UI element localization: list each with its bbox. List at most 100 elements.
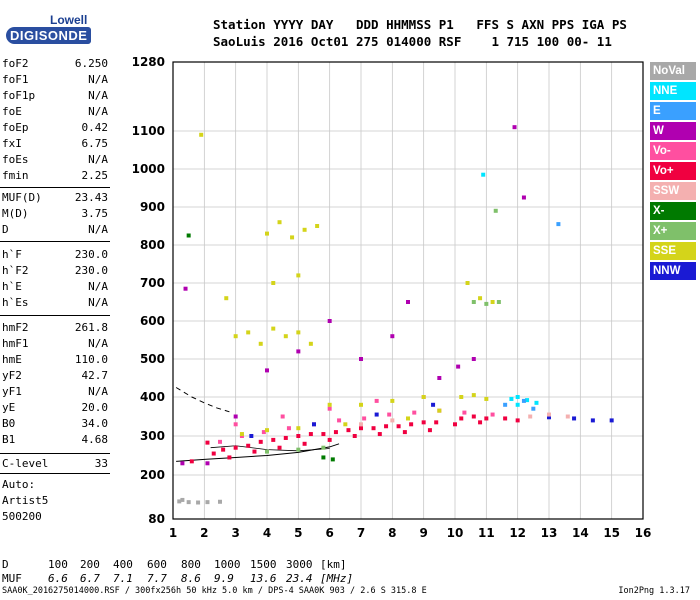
param-row: hmF2 261.8 [2, 321, 108, 337]
echo-point [421, 395, 426, 399]
footer-file-info: SAA0K_2016275014000.RSF / 300fx256h 50 k… [2, 586, 427, 596]
echo-point [327, 319, 332, 323]
autoscaling-text: 500200 [2, 510, 42, 523]
echo-point [396, 424, 401, 429]
y-tick-label: 1280 [132, 55, 165, 69]
param-name: foF1p [2, 89, 36, 102]
echo-point [437, 408, 442, 413]
echo-point [609, 418, 614, 423]
param-value: 0.42 [81, 121, 109, 134]
echo-point [409, 422, 414, 427]
echo-point [296, 447, 301, 452]
divider [0, 473, 110, 474]
param-row: hmE 110.0 [2, 353, 108, 369]
echo-point [224, 296, 229, 301]
echo-point [239, 432, 244, 437]
param-name: foF2 [2, 57, 29, 70]
echo-point [509, 396, 514, 401]
param-name: h`Es [2, 296, 29, 309]
echo-point [296, 273, 301, 278]
param-row: h`E N/A [2, 280, 108, 296]
muf-value: 13.6 [250, 572, 277, 585]
param-name: hmE [2, 353, 22, 366]
echo-point [205, 440, 210, 445]
echo-point [387, 412, 392, 417]
param-name: B1 [2, 433, 16, 446]
param-name: foF1 [2, 73, 29, 86]
echo-point [515, 402, 520, 407]
echo-point [352, 434, 357, 438]
param-row: yF2 42.7 [2, 369, 108, 385]
echo-point [456, 364, 461, 369]
echo-point [246, 330, 251, 335]
distance-row-label: D [2, 558, 9, 571]
param-row: hmF1 N/A [2, 337, 108, 353]
param-value: N/A [88, 296, 108, 309]
y-tick-label: 1100 [132, 124, 165, 138]
echo-point [503, 402, 508, 407]
echo-point [402, 430, 407, 435]
param-value: 4.68 [81, 433, 109, 446]
x-tick-label: 10 [447, 526, 464, 540]
echo-point [296, 330, 301, 335]
echo-point [177, 499, 182, 504]
echo-point [490, 300, 495, 304]
echo-point [521, 195, 526, 200]
param-row: foE N/A [2, 105, 108, 121]
y-tick-label: 1000 [132, 162, 165, 176]
echo-point [280, 414, 285, 419]
echo-point [481, 172, 486, 177]
param-value: 6.250 [74, 57, 108, 70]
echo-point [180, 497, 185, 502]
echo-point [271, 437, 276, 442]
echo-point [503, 416, 508, 421]
echo-point [459, 416, 464, 421]
header-values-line: SaoLuis 2016 Oct01 275 014000 RSF 1 715 … [213, 34, 612, 49]
param-value: N/A [88, 223, 108, 236]
echo-point [374, 412, 379, 417]
plot-frame [172, 61, 644, 520]
echo-point [296, 434, 301, 438]
param-row: h`F2 230.0 [2, 264, 108, 280]
chart-axes: 1 2 3 4 5 6 7 8 9 10 11 12 13 14 15 1680200300400500600… [132, 55, 652, 540]
x-tick-label: 3 [231, 526, 239, 540]
echo-point [362, 416, 367, 421]
muf-value: 7.7 [147, 572, 167, 585]
param-name: C-level [2, 457, 49, 470]
echo-point [321, 432, 326, 437]
logo-lowell-text: Lowell [50, 13, 88, 27]
x-tick-label: 5 [294, 526, 302, 540]
param-row: foF1 N/A [2, 73, 108, 89]
echo-point [315, 224, 320, 228]
echo-point [283, 435, 288, 440]
echo-point [346, 428, 351, 433]
param-name: B0 [2, 417, 16, 430]
o-mode-trace [210, 445, 330, 452]
echo-point [471, 357, 476, 361]
echo-point [277, 445, 282, 450]
param-row: C-level 33 [2, 457, 108, 473]
y-tick-label: 600 [140, 314, 165, 328]
echo-point [371, 426, 376, 431]
legend-item: NNE [650, 82, 696, 100]
echo-point [211, 451, 216, 456]
param-name: fxI [2, 137, 22, 150]
param-name: h`F [2, 248, 22, 261]
param-value: 230.0 [74, 248, 108, 261]
echo-point [525, 398, 530, 403]
echo-point [252, 449, 257, 454]
x-tick-label: 1 [169, 526, 177, 540]
param-value: N/A [88, 280, 108, 293]
legend-item: SSW [650, 182, 696, 200]
echo-point [333, 430, 338, 435]
autoscaling-line: Auto: [2, 478, 108, 494]
echo-point [218, 439, 222, 444]
x-tick-label: 14 [572, 526, 589, 540]
param-value: N/A [88, 337, 108, 350]
echo-point [265, 449, 269, 454]
echo-point [186, 233, 191, 238]
echo-point [183, 286, 188, 291]
param-value: 6.75 [81, 137, 109, 150]
echo-point [249, 434, 254, 438]
echo-point [572, 416, 577, 421]
